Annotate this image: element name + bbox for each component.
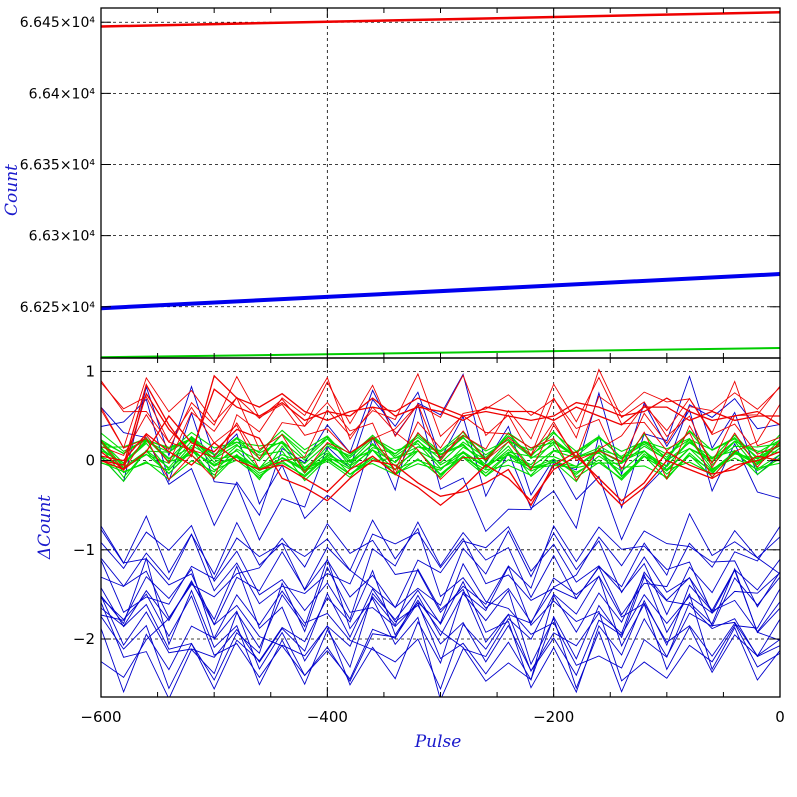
plot-frame	[100, 7, 781, 359]
bottom-y-axis-title: ΔCount	[35, 495, 55, 560]
y-tick-label: 6.64×10⁴	[29, 86, 96, 102]
y-tick-label: 1	[85, 362, 95, 380]
series-green-trace	[101, 431, 780, 482]
series-blue-trace	[101, 519, 780, 626]
bottom-panel: −2 −1 0 1 −600 −400 −200 0	[73, 357, 785, 726]
series-blue-trace	[101, 530, 780, 613]
series-red-line	[101, 414, 780, 507]
series-blue-trace	[101, 575, 780, 694]
series-red-trace	[101, 380, 780, 471]
series-red-trace	[101, 376, 780, 479]
series-blue-trace	[101, 557, 780, 697]
y-tick-label: 6.635×10⁴	[20, 158, 96, 174]
series-green-trace	[101, 434, 780, 481]
series-blue-line	[101, 272, 780, 311]
series-red-line	[101, 374, 780, 466]
top-panel: 6.625×10⁴ 6.63×10⁴ 6.635×10⁴ 6.64×10⁴ 6.645×…	[20, 7, 781, 359]
top-y-axis-title: Count	[2, 164, 22, 216]
series-green-trace	[101, 432, 780, 481]
series-blue-trace	[101, 512, 780, 605]
series-blue-trace	[101, 569, 780, 691]
x-axis-title: Pulse	[414, 732, 462, 752]
series-blue-trace	[101, 521, 780, 621]
series-blue-trace	[101, 565, 780, 686]
series-blue-trace	[101, 389, 780, 533]
y-tick-label: −2	[73, 630, 95, 648]
series-blue-trace	[101, 521, 780, 616]
series-blue-trace	[101, 556, 780, 694]
series-red-trace	[101, 368, 780, 481]
series-green-trace	[101, 430, 780, 477]
y-tick-label: 6.625×10⁴	[20, 300, 96, 316]
series-blue-trace	[101, 571, 780, 672]
series-red-line	[101, 432, 780, 507]
y-tick-label: 6.645×10⁴	[20, 15, 96, 31]
series-red-trace	[101, 375, 780, 481]
x-tick-label: −400	[307, 708, 348, 726]
series-blue-trace	[101, 522, 780, 619]
series-blue-trace	[101, 566, 780, 690]
y-tick-label: 6.63×10⁴	[29, 229, 96, 245]
series-green-trace	[101, 434, 780, 478]
y-tick-label: 0	[85, 452, 95, 470]
series-blue-trace	[101, 567, 780, 693]
series-red-trace	[101, 374, 780, 474]
y-tick-label: −1	[73, 541, 95, 559]
x-tick-label: 0	[775, 708, 785, 726]
series-blue-trace	[101, 568, 780, 679]
x-tick-label: −600	[80, 708, 121, 726]
series-red-line	[101, 11, 780, 28]
series-red-line	[101, 388, 780, 471]
series-green-trace	[101, 436, 780, 477]
x-tick-label: −200	[533, 708, 574, 726]
